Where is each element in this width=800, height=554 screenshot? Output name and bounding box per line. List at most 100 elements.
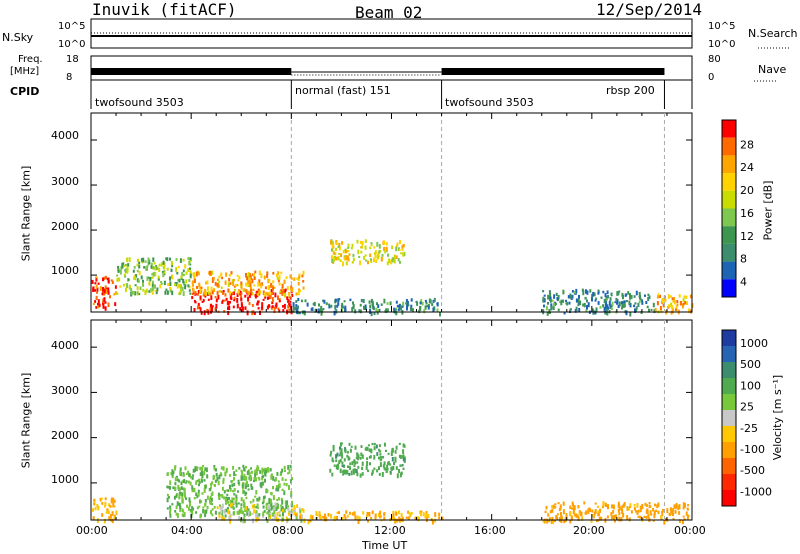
power-data-cell xyxy=(105,289,108,294)
power-data-cell xyxy=(575,288,578,294)
power-data-cell xyxy=(280,271,283,275)
power-data-cell xyxy=(167,283,170,287)
power-data-cell xyxy=(342,261,344,267)
freq-bar xyxy=(91,68,292,75)
power-data-cell xyxy=(359,260,362,266)
vel-data-cell xyxy=(292,509,295,512)
power-data-cell xyxy=(137,279,140,283)
vel-data-cell xyxy=(344,448,347,454)
vel-data-cell xyxy=(543,518,546,524)
power-data-cell xyxy=(602,290,605,294)
vel-data-cell xyxy=(274,477,277,482)
power-data-cell xyxy=(550,305,553,309)
vel-data-cell xyxy=(175,512,178,516)
vel-data-cell xyxy=(346,469,349,475)
vel-data-cell xyxy=(378,448,381,452)
vel-data-cell xyxy=(232,497,235,501)
vel-data-cell xyxy=(233,471,236,476)
power-data-cell xyxy=(248,301,251,306)
vel-data-cell xyxy=(336,515,338,520)
power-data-cell xyxy=(364,245,367,250)
vel-data-cell xyxy=(265,470,268,474)
power-data-cell xyxy=(367,260,369,265)
vel-data-cell xyxy=(179,467,182,472)
vel-data-cell xyxy=(347,456,350,461)
power-data-cell xyxy=(647,296,650,301)
power-data-cell xyxy=(253,284,256,287)
vel-data-cell xyxy=(366,514,369,518)
power-data-cell xyxy=(337,245,340,248)
power-data-cell xyxy=(103,292,106,296)
vel-data-cell xyxy=(612,510,615,514)
vel-data-cell xyxy=(323,517,326,522)
power-data-cell xyxy=(286,296,289,300)
power-data-cell xyxy=(274,292,277,298)
power-data-cell xyxy=(635,309,638,313)
power-data-cell xyxy=(568,301,571,305)
power-data-cell xyxy=(94,300,97,303)
vel-data-cell xyxy=(291,477,293,480)
power-data-cell xyxy=(98,303,101,307)
power-data-cell xyxy=(671,308,674,314)
power-data-cell xyxy=(229,282,232,285)
power-data-cell xyxy=(320,305,323,310)
vel-data-cell xyxy=(270,473,273,477)
power-data-cell xyxy=(214,296,217,299)
power-data-cell xyxy=(247,273,250,276)
vel-data-cell xyxy=(283,490,286,496)
vel-data-cell xyxy=(617,508,620,513)
power-data-cell xyxy=(595,297,598,300)
power-data-cell xyxy=(188,260,191,266)
velocity-ytick: 1000 xyxy=(51,473,79,486)
power-data-cell xyxy=(563,311,566,315)
power-data-cell xyxy=(271,301,274,305)
power-data-cell xyxy=(298,275,301,279)
power-data-cell xyxy=(249,275,252,280)
power-data-cell xyxy=(648,308,650,313)
power-data-cell xyxy=(163,271,166,274)
vel-data-cell xyxy=(683,518,686,521)
vel-data-cell xyxy=(171,469,174,473)
vel-data-cell xyxy=(401,516,404,522)
vel-data-cell xyxy=(182,509,185,513)
power-data-cell xyxy=(245,289,248,293)
vel-data-cell xyxy=(281,488,284,491)
power-data-cell xyxy=(343,300,346,303)
power-data-cell xyxy=(148,290,151,293)
power-data-cell xyxy=(220,272,223,277)
vel-data-cell xyxy=(270,502,273,507)
vel-data-cell xyxy=(217,480,220,486)
power-data-cell xyxy=(275,302,278,307)
power-data-cell xyxy=(419,301,422,305)
power-data-cell xyxy=(675,305,678,311)
power-data-cell xyxy=(542,296,545,301)
vel-data-cell xyxy=(399,464,402,467)
power-data-cell xyxy=(405,299,408,302)
vel-data-cell xyxy=(627,507,630,511)
vel-data-cell xyxy=(565,513,568,518)
vel-data-cell xyxy=(278,514,281,517)
power-data-cell xyxy=(268,291,271,295)
power-data-cell xyxy=(205,291,207,296)
power-data-cell xyxy=(180,275,183,279)
vel-data-cell xyxy=(232,489,235,493)
vel-data-cell xyxy=(221,516,224,521)
power-data-cell xyxy=(597,291,600,295)
power-data-cell xyxy=(116,277,119,282)
vel-data-cell xyxy=(202,465,205,468)
power-data-cell xyxy=(376,302,378,306)
power-data-cell xyxy=(298,311,301,315)
power-data-cell xyxy=(259,310,261,315)
vel-data-cell xyxy=(185,480,188,483)
vel-data-cell xyxy=(239,508,242,514)
power-data-cell xyxy=(94,289,96,292)
power-data-cell xyxy=(578,294,580,299)
nsearch-ytop: 10^5 xyxy=(708,21,736,32)
vel-data-cell xyxy=(360,452,363,457)
power-data-cell xyxy=(249,282,252,288)
vel-data-cell xyxy=(214,484,216,487)
vel-data-cell xyxy=(171,503,174,506)
vel-data-cell xyxy=(387,452,390,455)
velocity-cbar-tick: 25 xyxy=(740,401,754,414)
vel-data-cell xyxy=(184,481,187,485)
